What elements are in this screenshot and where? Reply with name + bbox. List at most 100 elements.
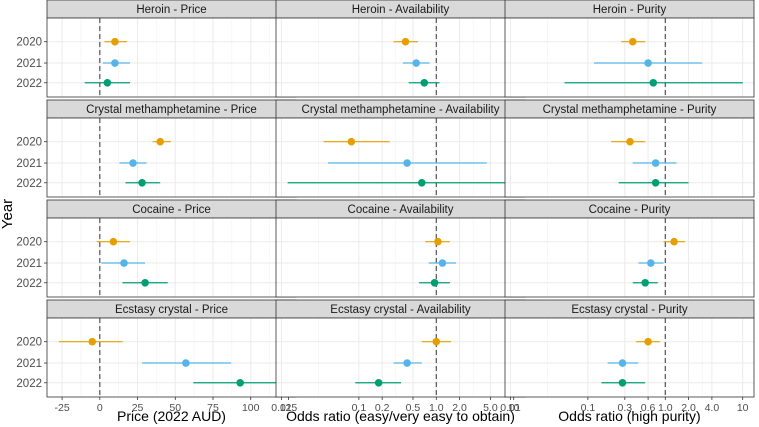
panel-border [504, 317, 755, 398]
point-estimate-2022 [651, 178, 660, 187]
panel-border [504, 217, 755, 298]
x-axis-title: Odds ratio (high purity) [558, 408, 700, 424]
x-tick-label: 5.0 [483, 402, 498, 414]
point-estimate-2022 [103, 78, 112, 87]
facet-panel: Heroin - Price 2020 2021 2022 [16, 0, 297, 98]
facet-title: Crystal methamphetamine - Purity [543, 104, 717, 116]
facet-panel: Heroin - Availability [275, 0, 526, 98]
y-tick-label: 2020 [16, 137, 42, 149]
x-tick-label: 2.0 [681, 402, 696, 414]
point-estimate-2022 [649, 78, 658, 87]
facet-panel: Heroin - Purity [504, 0, 755, 98]
facet-title: Ecstasy crystal - Price [115, 304, 228, 316]
plot-area [47, 118, 296, 197]
plot-area [276, 18, 525, 97]
point-estimate-2021 [618, 359, 627, 367]
plot-area [505, 118, 754, 197]
facet-title: Heroin - Price [136, 4, 206, 16]
plot-area [47, 218, 296, 297]
facet-panel: Crystal methamphetamine - Price 2020 2021 2… [16, 99, 297, 198]
point-estimate-2020 [432, 337, 441, 346]
facet-panels: Heroin - Price 2020 2021 2022 Heroin - Avail… [16, 0, 755, 414]
y-tick-label: 2020 [16, 337, 42, 349]
x-tick-label: 125 [280, 402, 298, 414]
facet-panel: Cocaine - Availability [275, 199, 526, 298]
facet-panel: Ecstasy crystal - Purity 0.01 0.1 0.3 0.6 1.0… [500, 299, 755, 414]
point-estimate-2021 [651, 159, 660, 167]
x-tick-label: 100 [242, 402, 260, 414]
facet-panel: Cocaine - Price 2020 2021 2022 [16, 199, 297, 298]
y-tick-label: 2020 [16, 37, 42, 49]
x-tick-label: 0.1 [352, 402, 367, 414]
facet-title: Cocaine - Price [132, 204, 211, 216]
facet-panel: Crystal methamphetamine - Purity [504, 99, 755, 198]
point-estimate-2021 [403, 359, 411, 367]
x-tick-label: 0.2 [375, 402, 390, 414]
plot-area [505, 18, 754, 97]
y-tick-label: 2021 [16, 258, 42, 270]
plot-area [505, 218, 754, 297]
point-estimate-2022 [236, 378, 244, 387]
y-tick-label: 2021 [16, 158, 42, 170]
plot-area [276, 318, 525, 397]
panel-border [504, 117, 755, 198]
x-tick-label: 1.0 [429, 402, 444, 414]
point-estimate-2021 [129, 159, 137, 167]
y-tick-label: 2021 [16, 358, 42, 370]
point-estimate-2020 [401, 37, 410, 46]
point-estimate-2020 [626, 137, 634, 146]
point-estimate-2022 [374, 378, 383, 387]
y-tick-label: 2022 [16, 178, 42, 190]
point-estimate-2020 [109, 237, 118, 246]
facet-panel: Ecstasy crystal - Availability 0.01 0.1 0.2… [271, 299, 526, 414]
facet-title: Heroin - Purity [593, 4, 667, 16]
y-tick-label: 2022 [16, 278, 42, 290]
plot-area [505, 318, 754, 397]
x-tick-label: -25 [54, 402, 69, 414]
facet-title: Heroin - Availability [352, 4, 450, 16]
x-tick-label: 0.3 [618, 402, 633, 414]
x-tick-label: 0.5 [406, 402, 421, 414]
panel-border [504, 17, 755, 98]
facet-title: Cocaine - Availability [348, 204, 454, 216]
point-estimate-2022 [420, 78, 429, 87]
facet-title: Ecstasy crystal - Availability [330, 304, 471, 316]
point-estimate-2021 [403, 159, 411, 167]
y-tick-label: 2021 [16, 58, 42, 70]
x-tick-label: 0.01 [271, 402, 292, 414]
point-estimate-2022 [417, 178, 426, 187]
x-axis-title: Price (2022 AUD) [117, 408, 226, 424]
y-tick-label: 2020 [16, 237, 42, 249]
point-estimate-2021 [646, 259, 655, 267]
x-tick-label: 0.1 [581, 402, 596, 414]
plot-area [47, 18, 296, 97]
facet-panel: Cocaine - Purity [504, 199, 755, 298]
point-estimate-2022 [641, 278, 649, 287]
y-tick-label: 2022 [16, 78, 42, 90]
facet-title: Crystal methamphetamine - Price [86, 104, 257, 116]
point-estimate-2020 [111, 37, 119, 46]
point-estimate-2020 [156, 137, 164, 146]
x-tick-label: 0.01 [500, 402, 521, 414]
point-estimate-2022 [618, 378, 627, 387]
point-estimate-2022 [138, 178, 146, 187]
facet-title: Ecstasy crystal - Purity [571, 304, 688, 316]
point-estimate-2021 [438, 259, 447, 267]
x-tick-label: 2.0 [452, 402, 467, 414]
point-estimate-2021 [412, 59, 420, 67]
x-tick-label: 75 [207, 402, 219, 414]
x-axis-title: Odds ratio (easy/very easy to obtain) [286, 408, 515, 424]
x-tick-label: 10 [508, 402, 520, 414]
plot-area [47, 318, 296, 397]
point-estimate-2020 [628, 37, 637, 46]
plot-area [276, 118, 525, 197]
x-tick-label: 0.6 [641, 402, 656, 414]
point-estimate-2020 [88, 337, 97, 346]
x-axis-titles: Price (2022 AUD) Odds ratio (easy/very ea… [117, 408, 701, 424]
x-tick-label: 0 [97, 402, 103, 414]
point-estimate-2020 [644, 337, 652, 346]
point-estimate-2021 [111, 59, 119, 67]
x-tick-label: 4.0 [705, 402, 720, 414]
y-axis-title: Year [0, 199, 16, 229]
